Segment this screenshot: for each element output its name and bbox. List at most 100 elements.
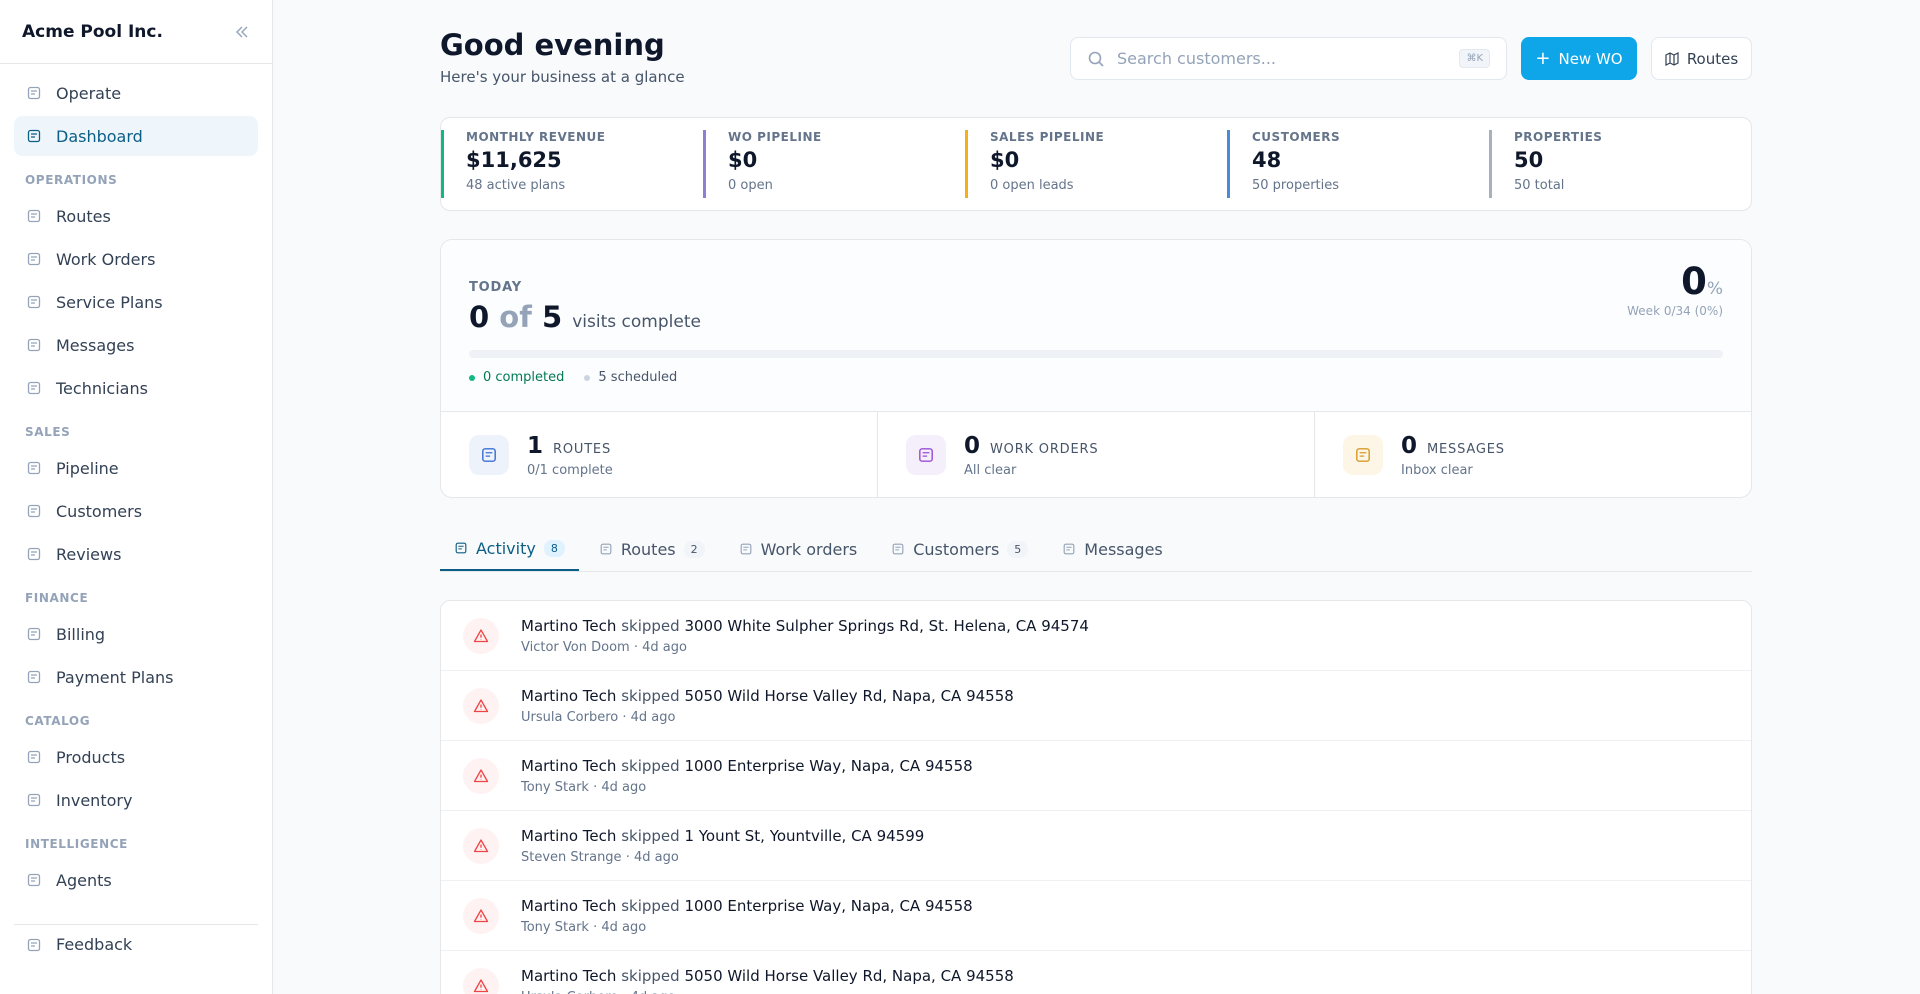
nav-label: Service Plans (56, 292, 163, 312)
tab[interactable]: Work orders (725, 527, 872, 571)
time: 4d ago (630, 709, 676, 725)
row-sub: Tony Stark · 4d ago (521, 780, 973, 795)
customer: Steven Strange (521, 849, 622, 865)
icon (27, 86, 41, 100)
nav-item[interactable]: Reviews (14, 534, 258, 574)
nav-item[interactable]: Work Orders (14, 239, 258, 279)
icon (482, 448, 496, 462)
verb: skipped (621, 756, 680, 775)
tab[interactable]: Activity 8 (440, 527, 579, 571)
warning-icon (473, 838, 489, 852)
today-summary: TODAY 0 of 5 visits complete 0% Week 0/3… (441, 240, 1751, 412)
week-progress: Week 0/34 (0%) (1627, 304, 1723, 318)
collapse-button[interactable] (234, 24, 250, 40)
stat-sub: 50 total (1514, 178, 1565, 193)
nav-item[interactable]: Service Plans (14, 282, 258, 322)
activity-row[interactable]: Martino Tech skipped 3000 White Sulpher … (441, 601, 1751, 671)
percent-value: 0 (1681, 260, 1707, 303)
separator: · (621, 849, 634, 865)
warning-icon (473, 908, 489, 922)
activity-row[interactable]: Martino Tech skipped 5050 Wild Horse Val… (441, 671, 1751, 741)
row-main: Martino Tech skipped 1000 Enterprise Way… (521, 897, 973, 915)
nav-item[interactable]: Agents (14, 860, 258, 900)
icon (27, 252, 41, 266)
stat: SALES PIPELINE $0 0 open leads (965, 130, 1227, 198)
icon (919, 448, 933, 462)
summary-text: 0 WORK ORDERS All clear (964, 433, 1098, 478)
activity-list: Martino Tech skipped 3000 White Sulpher … (440, 600, 1752, 994)
search-box[interactable]: Search customers... ⌘K (1070, 37, 1507, 80)
stat-sub: 0 open leads (990, 178, 1074, 193)
brand-bar: Acme Pool Inc. (0, 0, 272, 64)
total-count: 5 (541, 300, 563, 334)
icon (27, 209, 41, 223)
summary-sub: 0/1 complete (527, 462, 613, 478)
icon (27, 338, 41, 352)
row-main: Martino Tech skipped 3000 White Sulpher … (521, 617, 1089, 635)
shortcut: ⌘K (1459, 49, 1490, 68)
nav-item[interactable]: Operate (14, 73, 258, 113)
customer: Ursula Corbero (521, 990, 618, 994)
stat: WO PIPELINE $0 0 open (703, 130, 965, 198)
tab-label: Messages (1084, 539, 1163, 559)
activity-row[interactable]: Martino Tech skipped 1000 Enterprise Way… (441, 881, 1751, 951)
stats-card: MONTHLY REVENUE $11,625 48 active plans WO … (440, 117, 1752, 211)
address: 5050 Wild Horse Valley Rd, Napa, CA 9455… (684, 686, 1014, 705)
nav: Operate Dashboard OPERATIONS Routes Work Ord… (0, 64, 272, 973)
nav-item[interactable]: Feedback (14, 924, 258, 964)
tab[interactable]: Messages (1048, 527, 1176, 571)
summary-label: WORK ORDERS (990, 441, 1099, 457)
summary-value: 0 (1401, 432, 1418, 459)
tab-count: 8 (543, 539, 565, 557)
stat: PROPERTIES 50 50 total (1489, 130, 1751, 198)
stat: MONTHLY REVENUE $11,625 48 active plans (441, 130, 703, 198)
nav-item[interactable]: Billing (14, 614, 258, 654)
tab[interactable]: Routes 2 (585, 527, 719, 571)
legend-text: 5 scheduled (598, 370, 678, 385)
activity-row[interactable]: Martino Tech skipped 5050 Wild Horse Val… (441, 951, 1751, 994)
activity-row[interactable]: Martino Tech skipped 1 Yount St, Yountvi… (441, 811, 1751, 881)
icon (600, 543, 612, 555)
warning-icon (473, 768, 489, 782)
stat-value: $11,625 (466, 148, 562, 172)
row-sub: Ursula Corbero · 4d ago (521, 990, 1014, 994)
section-title: FINANCE (25, 591, 89, 605)
tab[interactable]: Customers 5 (877, 527, 1042, 571)
nav-item[interactable]: Products (14, 737, 258, 777)
legend: 0 completed 5 scheduled (469, 370, 677, 385)
legend-scheduled: 5 scheduled (584, 370, 677, 385)
nav-label: Pipeline (56, 458, 119, 478)
nav-item[interactable]: Technicians (14, 368, 258, 408)
actor: Martino Tech (521, 896, 617, 915)
stat-value: 50 (1514, 148, 1544, 172)
legend-text: 0 completed (483, 370, 565, 385)
summary-row: 1 ROUTES 0/1 complete 0 WORK ORDERS All clear… (441, 412, 1751, 497)
nav-label: Reviews (56, 544, 122, 564)
summary-item[interactable]: 0 WORK ORDERS All clear (877, 412, 1314, 497)
nav-item[interactable]: Messages (14, 325, 258, 365)
summary-value: 0 (964, 432, 981, 459)
new-wo-button[interactable]: + New WO (1521, 37, 1637, 80)
summary-sub: All clear (964, 462, 1017, 478)
nav-item[interactable]: Payment Plans (14, 657, 258, 697)
nav-label: Operate (56, 83, 122, 103)
routes-button[interactable]: Routes (1651, 37, 1752, 80)
summary-item[interactable]: 1 ROUTES 0/1 complete (441, 412, 877, 497)
tab-label: Activity (476, 538, 536, 558)
activity-row[interactable]: Martino Tech skipped 1000 Enterprise Way… (441, 741, 1751, 811)
icon (27, 129, 41, 143)
verb: skipped (621, 896, 680, 915)
nav-item[interactable]: Dashboard (14, 116, 258, 156)
nav-item[interactable]: Pipeline (14, 448, 258, 488)
caption: visits complete (572, 312, 701, 332)
nav-item[interactable]: Customers (14, 491, 258, 531)
summary-value: 1 (527, 432, 544, 459)
summary-item[interactable]: 0 MESSAGES Inbox clear (1314, 412, 1751, 497)
nav-item[interactable]: Routes (14, 196, 258, 236)
summary-sub: Inbox clear (1401, 462, 1473, 478)
search-icon (1088, 51, 1104, 67)
icon (27, 295, 41, 309)
time: 4d ago (601, 779, 647, 795)
nav-item[interactable]: Inventory (14, 780, 258, 820)
